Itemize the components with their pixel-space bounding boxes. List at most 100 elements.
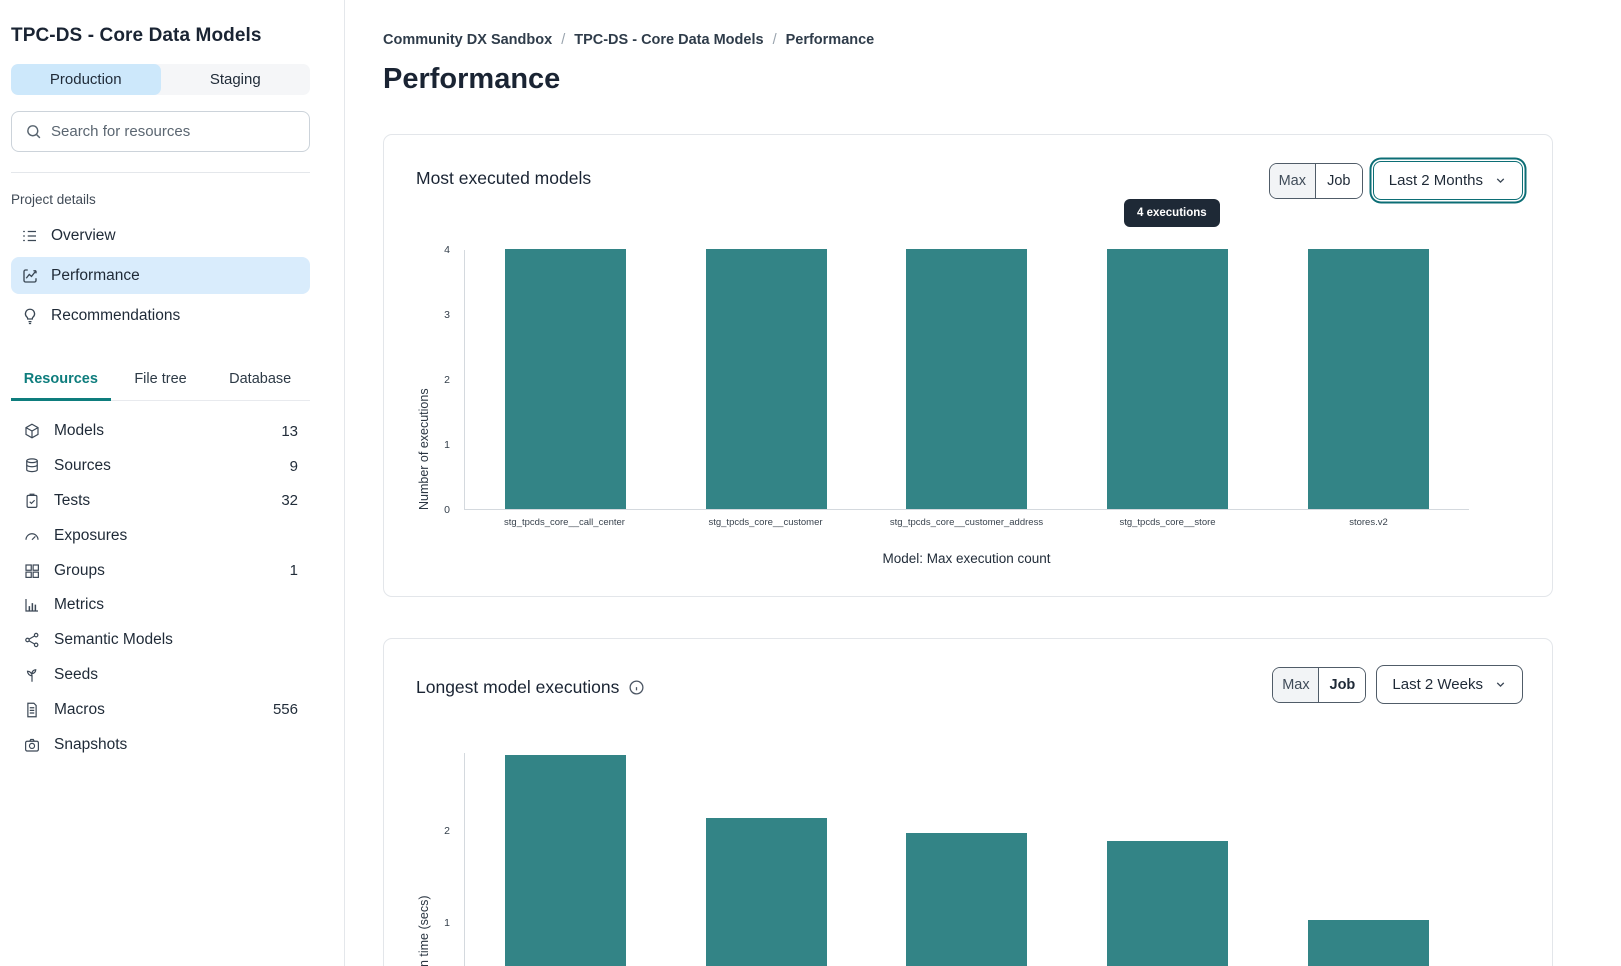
camera-icon xyxy=(23,736,41,754)
x-tick-label: stg_tpcds_core__call_center xyxy=(504,517,625,528)
breadcrumb: Community DX Sandbox / TPC-DS - Core Dat… xyxy=(383,32,1621,48)
resource-label: Snapshots xyxy=(54,735,128,753)
card-controls: Max Job Last 2 Weeks xyxy=(1272,665,1523,704)
y-axis-ticks: 0 1 2 3 4 xyxy=(384,244,457,516)
breadcrumb-link-project[interactable]: TPC-DS - Core Data Models xyxy=(574,32,764,48)
x-tick-label: stores.v2 xyxy=(1349,517,1388,528)
sidebar: TPC-DS - Core Data Models Production Sta… xyxy=(0,0,345,966)
share-nodes-icon xyxy=(23,631,41,649)
period-select-value: Last 2 Months xyxy=(1388,172,1483,189)
card-most-executed-models: Most executed models Max Job Last 2 Mont… xyxy=(383,134,1553,597)
breadcrumb-separator: / xyxy=(772,32,777,48)
bar-slot xyxy=(1067,249,1268,509)
y-tick-label: 2 xyxy=(444,374,450,386)
bar-stores.v2[interactable] xyxy=(1308,249,1430,509)
info-icon[interactable] xyxy=(628,679,645,696)
bar-slot xyxy=(465,249,666,509)
sidebar-item-performance[interactable]: Performance xyxy=(11,257,310,294)
bar-col-1[interactable] xyxy=(504,755,626,966)
y-tick-label: 1 xyxy=(444,439,450,451)
job-button[interactable]: Job xyxy=(1319,667,1366,702)
resource-label: Metrics xyxy=(54,596,104,614)
resource-row-snapshots[interactable]: Snapshots xyxy=(11,727,310,762)
gauge-icon xyxy=(23,527,41,545)
bar-slot xyxy=(1268,249,1469,509)
bar-col-2[interactable] xyxy=(705,818,827,966)
project-title: TPC-DS - Core Data Models xyxy=(11,25,262,46)
plot-area xyxy=(464,753,1469,966)
card-title-text: Longest model executions xyxy=(416,677,620,697)
resource-row-exposures[interactable]: Exposures xyxy=(11,518,310,553)
lightbulb-icon xyxy=(21,307,39,325)
y-tick-label: 1 xyxy=(444,917,450,929)
resource-row-tests[interactable]: Tests 32 xyxy=(11,484,310,519)
bar-col-3[interactable] xyxy=(906,833,1028,966)
resource-row-metrics[interactable]: Metrics xyxy=(11,588,310,623)
period-select[interactable]: Last 2 Months xyxy=(1372,161,1523,200)
env-production-button[interactable]: Production xyxy=(11,64,161,95)
bar-stg_tpcds_core__customer_address[interactable] xyxy=(906,249,1028,509)
resource-label: Tests xyxy=(54,491,91,509)
x-tick-label: stg_tpcds_core__customer xyxy=(708,517,823,528)
bar-stg_tpcds_core__store[interactable] xyxy=(1107,249,1229,509)
resource-label: Sources xyxy=(54,457,111,475)
sidebar-item-overview[interactable]: Overview xyxy=(11,217,310,254)
grid-icon xyxy=(23,562,41,580)
job-button[interactable]: Job xyxy=(1315,163,1362,198)
resource-label: Models xyxy=(54,422,104,440)
x-axis-label: Model: Max execution count xyxy=(882,551,1051,566)
y-tick-label: 2 xyxy=(444,825,450,837)
resource-count: 32 xyxy=(281,492,298,510)
resource-row-seeds[interactable]: Seeds xyxy=(11,658,310,693)
database-icon xyxy=(23,457,41,475)
bar-col-4[interactable] xyxy=(1107,841,1229,966)
clipboard-check-icon xyxy=(23,492,41,510)
y-tick-label: 0 xyxy=(444,504,450,516)
period-select[interactable]: Last 2 Weeks xyxy=(1376,665,1523,704)
resource-row-models[interactable]: Models 13 xyxy=(11,414,310,449)
search-box xyxy=(11,111,310,152)
max-button[interactable]: Max xyxy=(1273,667,1320,702)
breadcrumb-current: Performance xyxy=(785,32,875,48)
sidebar-tabs: Resources File tree Database xyxy=(11,362,310,401)
sidebar-item-recommendations[interactable]: Recommendations xyxy=(11,297,310,334)
bar-stg_tpcds_core__call_center[interactable] xyxy=(504,249,626,509)
project-details-heading: Project details xyxy=(11,192,96,207)
bar-col-5[interactable] xyxy=(1308,920,1430,966)
max-button[interactable]: Max xyxy=(1269,163,1316,198)
bar-stg_tpcds_core__customer[interactable] xyxy=(705,249,827,509)
resource-count: 1 xyxy=(289,562,298,580)
card-title: Most executed models xyxy=(416,168,592,188)
tab-database[interactable]: Database xyxy=(229,371,292,387)
resource-label: Semantic Models xyxy=(54,631,173,649)
cube-icon xyxy=(23,422,41,440)
tab-resources[interactable]: Resources xyxy=(11,362,111,401)
chevron-down-icon xyxy=(1494,174,1507,187)
bar-slot xyxy=(666,249,867,509)
resource-row-sources[interactable]: Sources 9 xyxy=(11,449,310,484)
resource-count: 9 xyxy=(289,457,298,475)
seedling-icon xyxy=(23,666,41,684)
breadcrumb-separator: / xyxy=(561,32,566,48)
project-details-nav: Overview Performance Recommendations xyxy=(11,217,310,334)
search-input[interactable] xyxy=(51,123,296,140)
sidebar-item-label: Recommendations xyxy=(51,306,181,324)
env-staging-button[interactable]: Staging xyxy=(161,64,311,95)
resource-row-macros[interactable]: Macros 556 xyxy=(11,692,310,727)
bar-slot xyxy=(465,755,666,966)
list-icon xyxy=(21,227,39,245)
resource-label: Seeds xyxy=(54,665,98,683)
resource-row-groups[interactable]: Groups 1 xyxy=(11,553,310,588)
resource-count: 556 xyxy=(272,701,298,719)
bar-slot xyxy=(867,249,1068,509)
bar-slot xyxy=(867,833,1068,966)
resource-row-semantic-models[interactable]: Semantic Models xyxy=(11,623,310,658)
breadcrumb-link-account[interactable]: Community DX Sandbox xyxy=(383,32,553,48)
sidebar-item-label: Performance xyxy=(51,266,140,284)
sidebar-item-label: Overview xyxy=(51,226,116,244)
tab-file-tree[interactable]: File tree xyxy=(134,371,187,387)
resource-label: Groups xyxy=(54,561,105,579)
plot-area xyxy=(464,249,1469,510)
